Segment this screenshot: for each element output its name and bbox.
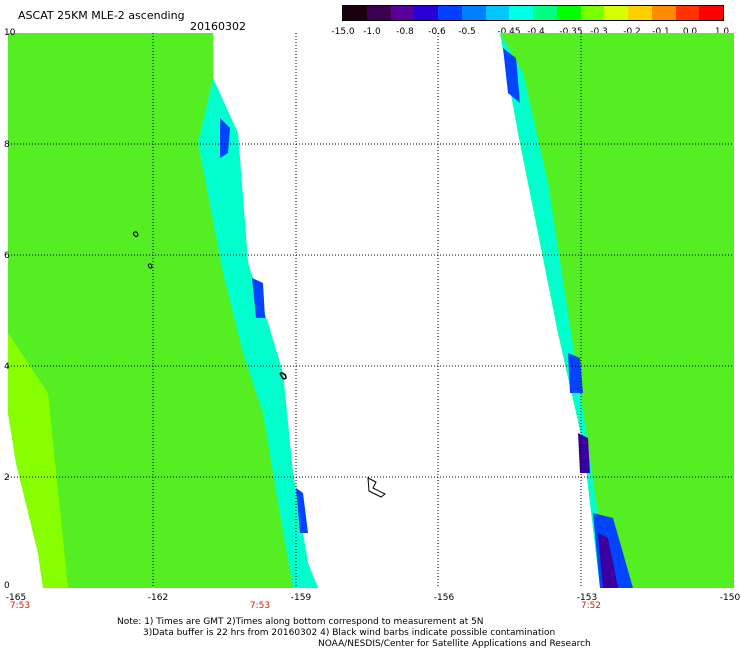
colorbar-tick-label: -0.1 — [652, 27, 670, 37]
colorbar-segment — [699, 6, 723, 20]
latitude-tick-label: 8 — [4, 140, 10, 150]
note-line-2: 3)Data buffer is 22 hrs from 20160302 4)… — [143, 628, 556, 638]
island-outline — [147, 263, 153, 269]
island-outline — [279, 372, 287, 380]
colorbar-segment — [390, 6, 415, 20]
colorbar-tick-label: -0.3 — [590, 27, 608, 37]
latitude-tick-label: 4 — [4, 362, 10, 372]
longitude-tick-label: -156 — [433, 593, 455, 603]
colorbar-segment — [580, 6, 605, 20]
colorbar-segment — [366, 6, 391, 20]
right-dark-band — [598, 533, 618, 588]
map-date: 20160302 — [190, 20, 246, 33]
colorbar — [342, 5, 724, 21]
left-blue-band — [296, 488, 308, 533]
right-swath — [500, 33, 734, 588]
colorbar-tick-label: -0.45 — [497, 27, 521, 37]
colorbar-tick-label: 1.0 — [714, 27, 730, 37]
colorbar-tick-label: -15.0 — [331, 27, 355, 37]
colorbar-segment — [651, 6, 676, 20]
colorbar-segment — [414, 6, 438, 20]
longitude-tick-label: -153 — [576, 593, 598, 603]
latitude-tick-label: 0 — [4, 581, 10, 591]
pass-time-label: 7:53 — [249, 601, 271, 611]
left-blue-band — [220, 118, 230, 158]
colorbar-tick-label: 0.0 — [682, 27, 698, 37]
colorbar-tick-label: -0.4 — [527, 27, 545, 37]
colorbar-tick-label: -0.35 — [559, 27, 583, 37]
colorbar-segment — [604, 6, 628, 20]
latitude-tick-label: 2 — [4, 473, 10, 483]
colorbar-tick-label: -1.0 — [363, 27, 381, 37]
latitude-tick-label: 6 — [4, 251, 10, 261]
colorbar-segment — [556, 6, 581, 20]
map-title: ASCAT 25KM MLE-2 ascending — [18, 9, 185, 22]
longitude-tick-label: -165 — [5, 593, 27, 603]
island-outline — [132, 231, 139, 238]
longitude-tick-label: -150 — [719, 593, 740, 603]
colorbar-tick-label: -0.6 — [428, 27, 446, 37]
right-blue-band — [503, 48, 520, 103]
longitude-tick-label: -159 — [290, 593, 312, 603]
pass-time-label: 7:53 — [9, 601, 31, 611]
colorbar-tick-label: -0.5 — [458, 27, 476, 37]
colorbar-tick-label: -0.8 — [396, 27, 414, 37]
right-swath-gradient — [500, 33, 608, 588]
colorbar-segment — [343, 6, 367, 20]
colorbar-segment — [509, 6, 533, 20]
latitude-tick-label: 10 — [4, 28, 16, 38]
note-line-3: NOAA/NESDIS/Center for Satellite Applica… — [318, 639, 591, 649]
left-swath-edge — [8, 333, 68, 588]
colorbar-segment — [533, 6, 557, 20]
colorbar-segment — [628, 6, 652, 20]
swath-map — [8, 33, 734, 588]
note-line-1: Note: 1) Times are GMT 2)Times along bot… — [117, 617, 484, 627]
left-swath-gradient — [198, 78, 318, 588]
colorbar-segment — [438, 6, 462, 20]
colorbar-tick-label: -0.2 — [623, 27, 641, 37]
pass-time-label: 7:52 — [580, 601, 602, 611]
right-blue-band — [568, 353, 583, 393]
island-outline — [367, 477, 386, 498]
colorbar-segment — [485, 6, 510, 20]
colorbar-segment — [461, 6, 486, 20]
longitude-tick-label: -162 — [147, 593, 169, 603]
left-blue-band — [252, 278, 265, 318]
colorbar-segment — [675, 6, 700, 20]
